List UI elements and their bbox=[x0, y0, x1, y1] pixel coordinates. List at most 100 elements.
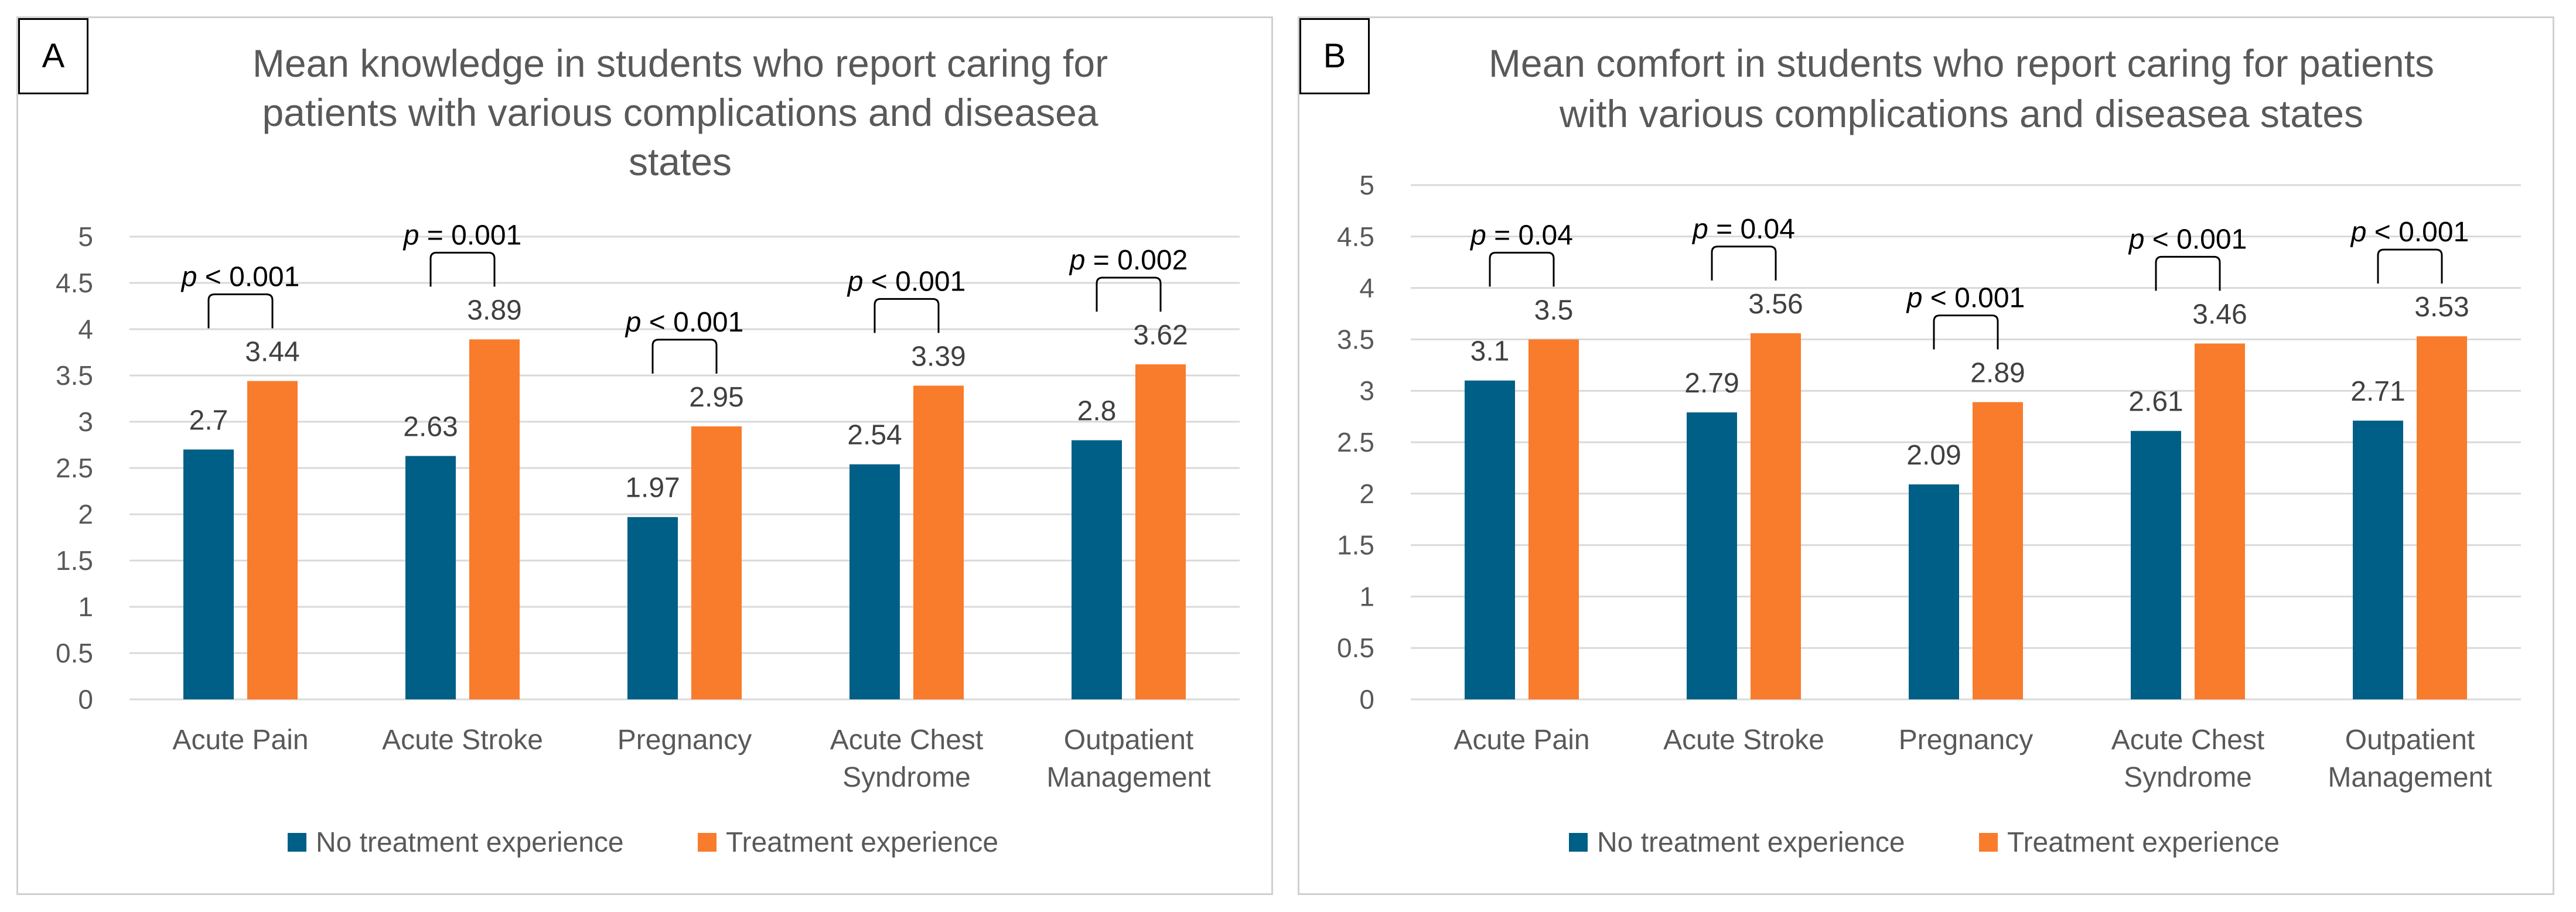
chart-panel-b: B Mean comfort in students who report ca… bbox=[1298, 16, 2554, 895]
p-value-label: p = 0.04 bbox=[1691, 214, 1795, 245]
legend-swatch-treatment bbox=[698, 833, 716, 852]
y-tick-label: 2 bbox=[1359, 479, 1374, 509]
x-category-label: Acute Pain bbox=[1454, 725, 1589, 756]
y-tick-label: 0.5 bbox=[1337, 633, 1374, 663]
data-label: 2.63 bbox=[403, 411, 458, 442]
chart-title-b: Mean comfort in students who report cari… bbox=[1489, 42, 2434, 135]
bar-no-treatment bbox=[1909, 484, 1959, 699]
chart-title-line: Mean comfort in students who report cari… bbox=[1489, 42, 2434, 85]
x-category-label: Acute Pain bbox=[172, 725, 308, 756]
x-category-label: Outpatient Management bbox=[1046, 725, 1210, 793]
bar-no-treatment bbox=[1465, 380, 1515, 699]
chart-title-line: states bbox=[629, 140, 732, 183]
x-category-label: Pregnancy bbox=[1899, 725, 2033, 756]
x-category-line: Acute Stroke bbox=[382, 725, 543, 756]
data-label: 3.44 bbox=[245, 336, 299, 367]
data-label: 3.5 bbox=[1534, 295, 1574, 326]
chart-title-line: patients with various complications and … bbox=[262, 91, 1098, 134]
legend-swatch-no-treatment bbox=[288, 833, 306, 852]
p-symbol: p bbox=[625, 307, 642, 338]
significance-bracket bbox=[1933, 315, 1999, 350]
p-value-label: p < 0.001 bbox=[847, 266, 966, 297]
data-label: 2.89 bbox=[1970, 358, 2025, 389]
x-category-line: Outpatient bbox=[1064, 725, 1193, 756]
p-symbol: p bbox=[847, 266, 864, 297]
x-category-line: Management bbox=[2328, 762, 2492, 793]
x-category-line: Pregnancy bbox=[617, 725, 752, 756]
bar-no-treatment bbox=[849, 464, 900, 699]
bar-treatment bbox=[1135, 364, 1186, 699]
p-value: = 0.001 bbox=[419, 220, 521, 251]
p-symbol: p bbox=[402, 220, 419, 251]
legend-label-no-treatment: No treatment experience bbox=[316, 827, 624, 858]
y-tick-label: 5 bbox=[78, 221, 93, 252]
y-tick-label: 4.5 bbox=[1337, 221, 1374, 252]
p-symbol: p bbox=[1069, 245, 1086, 276]
significance-bracket bbox=[2155, 255, 2221, 291]
legend-swatch-treatment bbox=[1979, 833, 1998, 852]
x-category-label: Pregnancy bbox=[617, 725, 752, 756]
panel-label-b: B bbox=[1299, 18, 1370, 94]
x-category-line: Outpatient bbox=[2345, 725, 2475, 756]
y-tick-label: 3 bbox=[1359, 375, 1374, 406]
x-category-label: Acute Stroke bbox=[1663, 725, 1824, 756]
chart-a-svg: Mean knowledge in students who report ca… bbox=[56, 42, 1240, 858]
y-tick-label: 0 bbox=[1359, 684, 1374, 715]
data-label: 3.89 bbox=[467, 295, 521, 326]
y-tick-label: 1 bbox=[1359, 581, 1374, 612]
y-tick-label: 2 bbox=[78, 499, 93, 530]
p-value: < 0.001 bbox=[2144, 224, 2247, 255]
p-value: = 0.04 bbox=[1486, 220, 1573, 251]
p-value: = 0.002 bbox=[1085, 245, 1188, 276]
bar-treatment bbox=[1751, 333, 1801, 699]
p-value: = 0.04 bbox=[1708, 214, 1795, 245]
x-category-line: Acute Pain bbox=[172, 725, 308, 756]
x-category-line: Acute Chest bbox=[830, 725, 983, 756]
significance-bracket bbox=[874, 298, 940, 333]
bar-no-treatment bbox=[2131, 431, 2181, 699]
p-symbol: p bbox=[1691, 214, 1708, 245]
y-tick-label: 3.5 bbox=[56, 360, 93, 391]
legend-swatch-no-treatment bbox=[1569, 833, 1588, 852]
p-value-label: p = 0.002 bbox=[1069, 245, 1188, 276]
p-value: < 0.001 bbox=[2366, 217, 2469, 248]
x-category-line: Syndrome bbox=[842, 762, 971, 793]
y-tick-label: 2.5 bbox=[56, 453, 93, 483]
x-category-line: Acute Pain bbox=[1454, 725, 1589, 756]
y-tick-label: 4 bbox=[1359, 273, 1374, 303]
bar-treatment bbox=[1528, 339, 1579, 699]
significance-bracket bbox=[2377, 248, 2443, 284]
significance-bracket bbox=[1096, 276, 1162, 312]
y-tick-label: 2.5 bbox=[1337, 427, 1374, 457]
significance-bracket bbox=[651, 339, 718, 374]
p-value-label: p < 0.001 bbox=[2128, 224, 2247, 255]
y-tick-label: 4 bbox=[78, 314, 93, 344]
p-value: < 0.001 bbox=[641, 307, 743, 338]
chart-title-line: Mean knowledge in students who report ca… bbox=[253, 42, 1108, 85]
significance-bracket bbox=[1711, 245, 1777, 281]
y-tick-label: 0.5 bbox=[56, 638, 93, 668]
chart-panel-a: A Mean knowledge in students who report … bbox=[16, 16, 1273, 895]
p-symbol: p bbox=[1906, 283, 1923, 314]
x-category-label: Outpatient Management bbox=[2328, 725, 2492, 793]
data-label: 2.71 bbox=[2350, 376, 2405, 407]
bar-no-treatment bbox=[405, 456, 456, 699]
x-category-line: Syndrome bbox=[2124, 762, 2252, 793]
bar-no-treatment bbox=[1687, 412, 1737, 699]
chart-title-a: Mean knowledge in students who report ca… bbox=[253, 42, 1108, 183]
data-label: 3.46 bbox=[2192, 299, 2247, 330]
data-label: 3.56 bbox=[1748, 289, 1803, 320]
bar-no-treatment bbox=[1072, 440, 1122, 699]
significance-bracket bbox=[429, 251, 496, 287]
p-value-label: p < 0.001 bbox=[2350, 217, 2469, 248]
data-label: 2.09 bbox=[1906, 440, 1961, 471]
bar-treatment bbox=[2417, 336, 2467, 699]
bar-no-treatment bbox=[627, 517, 678, 699]
data-label: 2.61 bbox=[2128, 387, 2183, 418]
data-label: 3.39 bbox=[911, 341, 965, 372]
y-tick-label: 5 bbox=[1359, 170, 1374, 200]
p-value: < 0.001 bbox=[1922, 283, 2025, 314]
data-label: 2.79 bbox=[1684, 368, 1739, 399]
p-value-label: p < 0.001 bbox=[625, 307, 744, 338]
p-value-label: p = 0.001 bbox=[402, 220, 522, 251]
